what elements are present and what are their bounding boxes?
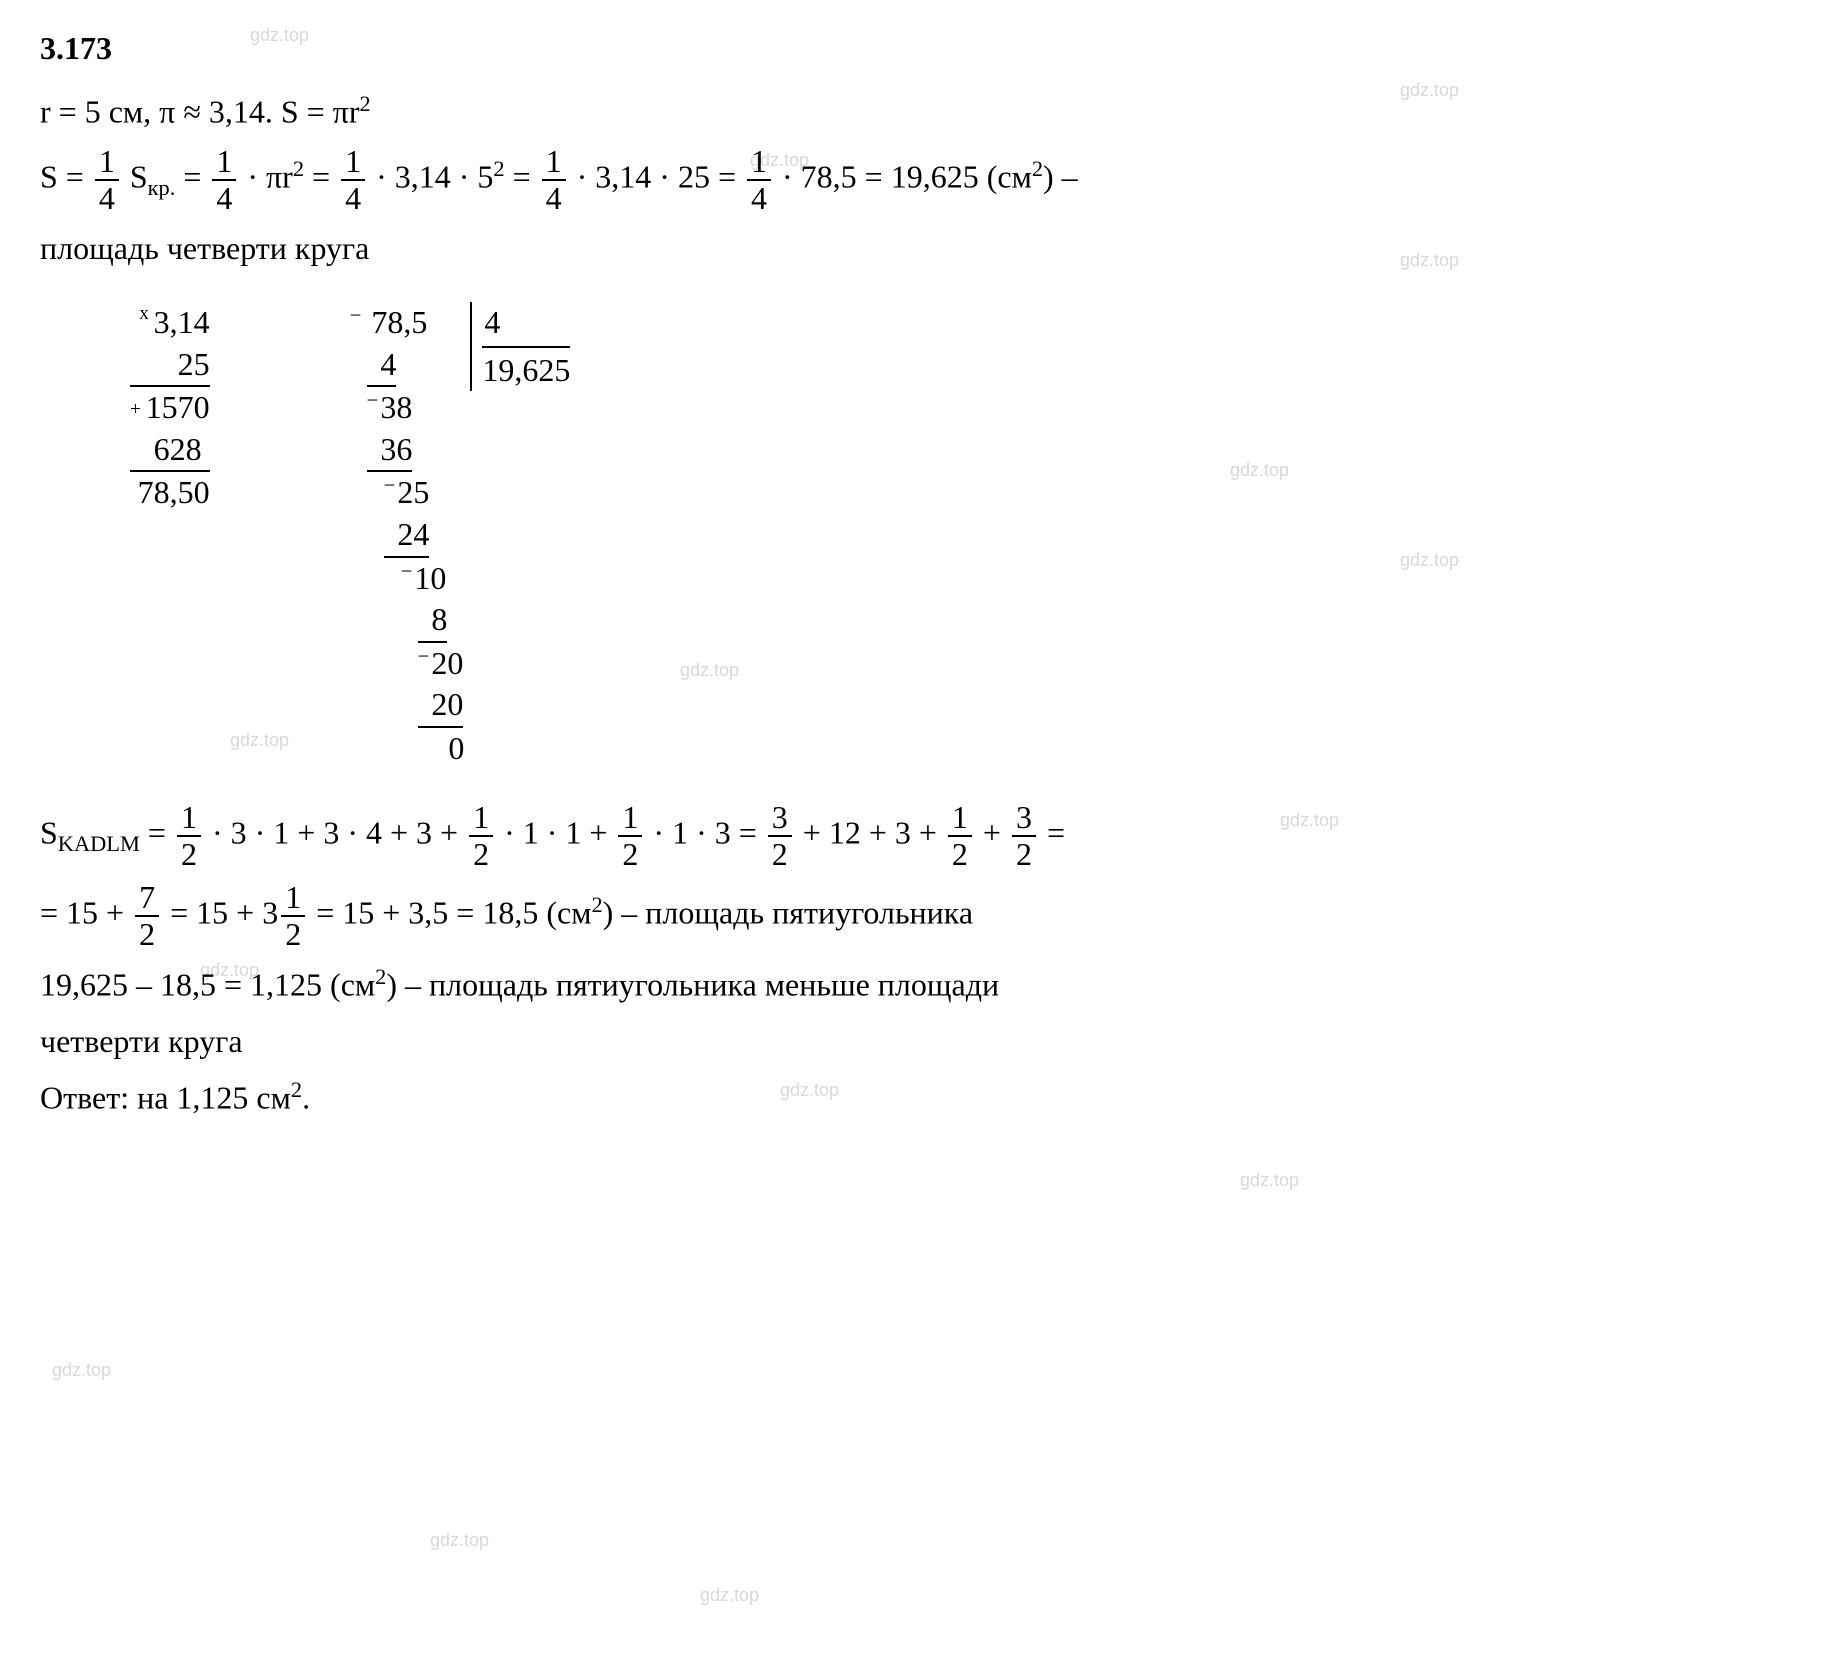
div-step: −38	[367, 387, 413, 429]
plus-a: +	[975, 814, 1009, 850]
s-eq: S =	[40, 158, 92, 194]
difference-line: 19,625 – 18,5 = 1,125 (см2) – площадь пя…	[40, 960, 1783, 1009]
diff-calc: 19,625 – 18,5 = 1,125 (см	[40, 967, 375, 1003]
calculation-area: x 3,14 25+ 1570628 78,50 − 78,5−4−38−36−…	[130, 302, 1783, 770]
watermark: gdz.top	[52, 1360, 111, 1381]
multiplication-block: x 3,14 25+ 1570628 78,50	[130, 302, 210, 770]
div-dividend-row: − 78,5	[350, 302, 465, 344]
frac-1-2-a: 12	[177, 800, 201, 872]
s-pent-label: S	[40, 814, 58, 850]
div-step: −4	[367, 344, 397, 388]
answer-period: .	[302, 1080, 310, 1116]
difference-line2: четверти круга	[40, 1017, 1783, 1065]
frac-1-4-c: 14	[341, 144, 365, 216]
pentagon-line1: SKADLM = 12 · 3 · 1 + 3 · 4 + 3 + 12 · 1…	[40, 800, 1783, 872]
mixed-frac: 12	[281, 880, 305, 952]
exp2c: 2	[1032, 156, 1043, 181]
pent-p1: · 3 · 1 + 3 · 4 + 3 +	[204, 814, 466, 850]
diff-exp: 2	[375, 964, 386, 989]
mult-row: 25	[130, 344, 210, 388]
eq1: =	[175, 158, 209, 194]
val3: · 78,5 = 19,625 (см	[774, 158, 1032, 194]
given-text: r = 5 см, π ≈ 3,14. S = πr	[40, 94, 360, 130]
pent-p2: · 1 · 1 +	[496, 814, 615, 850]
eq3: =	[505, 158, 539, 194]
kr-sub: кр.	[148, 175, 176, 200]
exp2a: 2	[293, 156, 304, 181]
frac-1-2-b: 12	[469, 800, 493, 872]
mult-row: x 3,14	[130, 302, 210, 344]
eq15: = 15 + 3	[162, 894, 278, 930]
frac-1-2-d: 12	[948, 800, 972, 872]
div-step: −24	[384, 514, 430, 558]
frac-7-2: 72	[135, 880, 159, 952]
quarter-area-line: S = 14 Sкр. = 14 · πr2 = 14 · 3,14 · 52 …	[40, 144, 1783, 216]
mult-row: 78,50	[130, 472, 210, 514]
div-step: −10	[401, 558, 447, 600]
eq2: =	[304, 158, 338, 194]
answer-line: Ответ: на 1,125 см2.	[40, 1073, 1783, 1122]
frac-3-2-b: 32	[1012, 800, 1036, 872]
frac-1-4-e: 14	[747, 144, 771, 216]
div-step: −20	[418, 643, 464, 685]
eq-end: =	[1039, 814, 1065, 850]
problem-number: 3.173	[40, 30, 1783, 67]
watermark: gdz.top	[430, 1530, 489, 1551]
answer-label: Ответ: на 1,125 см	[40, 1080, 291, 1116]
val1: · 3,14 · 5	[368, 158, 493, 194]
given-line: r = 5 см, π ≈ 3,14. S = πr2	[40, 87, 1783, 136]
pentagon-line2: = 15 + 72 = 15 + 312 = 15 + 3,5 = 18,5 (…	[40, 880, 1783, 952]
answer-exp: 2	[291, 1077, 302, 1102]
watermark: gdz.top	[700, 1585, 759, 1606]
pent-rest: = 15 + 3,5 = 18,5 (см	[308, 894, 591, 930]
frac-3-2-a: 32	[768, 800, 792, 872]
div-quotient: 19,625	[482, 348, 570, 392]
diff-desc: ) – площадь пятиугольника меньше площади	[386, 967, 999, 1003]
mult-row: 628	[130, 429, 210, 473]
div-divisor: 4	[482, 302, 570, 348]
s-pent-sub: KADLM	[58, 830, 140, 855]
s-kr: S	[122, 158, 148, 194]
pent-p3: · 1 · 3 =	[645, 814, 764, 850]
frac-1-2-c: 12	[618, 800, 642, 872]
div-header: − 78,5−4−38−36−25−24−10−8−20−20−0419,625	[350, 302, 571, 770]
pent-eq: =	[140, 814, 174, 850]
plus12: + 12 + 3 +	[795, 814, 945, 850]
div-right: 419,625	[470, 302, 570, 391]
div-step: −25	[384, 472, 430, 514]
div-step: −36	[367, 429, 413, 473]
watermark: gdz.top	[1240, 1170, 1299, 1191]
quarter-area-desc: площадь четверти круга	[40, 224, 1783, 272]
l2-start: = 15 +	[40, 894, 132, 930]
pent-close: ) – площадь пятиугольника	[603, 894, 973, 930]
div-step: −0	[435, 728, 465, 770]
division-block: − 78,5−4−38−36−25−24−10−8−20−20−0419,625	[350, 302, 571, 770]
exp2b: 2	[493, 156, 504, 181]
div-step: −8	[418, 599, 448, 643]
given-exp: 2	[360, 91, 371, 116]
close: ) –	[1043, 158, 1078, 194]
pir2: · πr	[239, 158, 292, 194]
frac-1-4-d: 14	[542, 144, 566, 216]
frac-1-4-b: 14	[212, 144, 236, 216]
div-step: −20	[418, 684, 464, 728]
frac-1-4-a: 14	[95, 144, 119, 216]
val2: · 3,14 · 25 =	[569, 158, 744, 194]
pent-exp: 2	[591, 892, 602, 917]
div-left: − 78,5−4−38−36−25−24−10−8−20−20−0	[350, 302, 465, 770]
mult-row: + 1570	[130, 387, 210, 429]
